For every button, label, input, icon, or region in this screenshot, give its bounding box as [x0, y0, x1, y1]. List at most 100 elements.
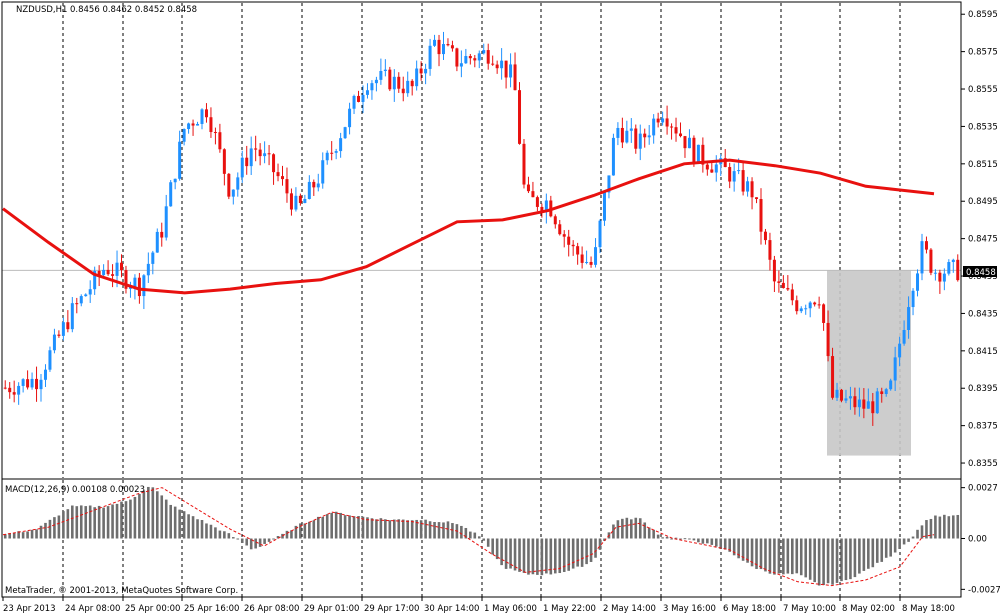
candle-down [437, 39, 441, 55]
candle-down [938, 272, 942, 282]
candle-up [415, 68, 419, 87]
macd-bar [3, 534, 7, 539]
macd-bar [21, 532, 25, 539]
time-tick-label: 23 Apr 2013 [3, 604, 56, 614]
candle-down [12, 392, 16, 395]
macd-bar [249, 538, 253, 550]
macd-bar [518, 538, 521, 572]
macd-bar [804, 538, 808, 578]
macd-bar [12, 533, 16, 539]
macd-bar [634, 517, 638, 539]
macd-bar [357, 516, 360, 539]
macd-bar [943, 514, 946, 539]
macd-bar [558, 538, 562, 574]
macd-bar [442, 522, 445, 539]
macd-bar [312, 520, 316, 539]
macd-bar [196, 519, 199, 539]
macd-bar [191, 516, 195, 539]
price-tick-label: 0.8515 [968, 160, 998, 170]
candle-up [93, 270, 97, 290]
candle-up [88, 289, 92, 295]
candle-up [500, 60, 504, 69]
current-price-label: 0.8458 [966, 268, 996, 278]
candle-up [907, 307, 911, 331]
candle-up [799, 308, 803, 312]
candle-down [929, 249, 933, 273]
macd-bar [714, 538, 718, 547]
time-tick-label: 30 Apr 14:00 [424, 604, 479, 614]
macd-bar [419, 520, 423, 539]
macd-bar [294, 525, 298, 539]
candle-down [567, 236, 571, 245]
macd-bar [352, 516, 356, 539]
candle-down [634, 128, 638, 149]
candle-down [562, 234, 566, 237]
candle-down [357, 95, 361, 102]
macd-bar [688, 538, 691, 540]
macd-bar [79, 505, 83, 539]
candle-up [866, 401, 870, 409]
macd-bar [706, 538, 709, 544]
candle-up [625, 130, 629, 143]
candle-up [17, 385, 21, 395]
macd-bar [486, 538, 490, 547]
candle-up [164, 206, 168, 238]
candle-down [795, 300, 799, 312]
macd-bar [956, 514, 960, 539]
candle-up [178, 141, 182, 179]
macd-bar [263, 538, 266, 544]
macd-bar [428, 521, 432, 539]
macd-bar [697, 538, 700, 543]
time-axis: 23 Apr 2013 24 Apr 08:00 25 Apr 00:00 25 Ap… [2, 597, 955, 614]
macd-bar [48, 519, 52, 539]
candle-down [486, 50, 490, 64]
macd-bar [361, 516, 365, 539]
candle-up [611, 137, 615, 176]
candle-up [361, 94, 365, 102]
macd-bar [375, 519, 378, 539]
macd-bar [339, 512, 342, 539]
candle-down [522, 143, 526, 185]
candle-up [43, 369, 47, 380]
candle-down [450, 45, 454, 49]
macd-bar [661, 537, 664, 539]
macd-bar [594, 538, 597, 558]
macd-bar [111, 504, 114, 539]
candle-up [142, 275, 146, 297]
macd-bar [410, 520, 414, 539]
candle-up [379, 70, 383, 80]
candle-down [285, 179, 289, 194]
candle-up [732, 171, 736, 182]
candle-up [889, 380, 893, 390]
price-tick-label: 0.8555 [968, 85, 998, 95]
macd-bar [822, 538, 825, 586]
macd-bar [155, 491, 159, 539]
macd-bar [759, 538, 763, 570]
candle-up [352, 95, 356, 109]
candle-up [848, 396, 852, 399]
candle-down [755, 197, 759, 200]
candle-down [750, 181, 754, 198]
candle-down [218, 132, 222, 150]
macd-bar [938, 516, 942, 539]
candle-up [249, 148, 253, 167]
macd-bar [831, 538, 834, 585]
macd-bar [929, 518, 933, 539]
macd-bar [867, 538, 870, 569]
macd-bar [120, 501, 123, 539]
candle-down [330, 152, 334, 154]
candle-up [365, 90, 369, 95]
macd-bar [835, 538, 839, 583]
candle-down [66, 322, 70, 330]
candle-down [571, 244, 575, 247]
macd-bar [723, 538, 727, 550]
price-tick-label: 0.8475 [968, 235, 998, 245]
candle-down [97, 270, 101, 276]
candle-up [898, 343, 902, 358]
candle-down [518, 90, 522, 144]
macd-bar [17, 531, 20, 539]
macd-bar [415, 519, 418, 539]
macd-bar [8, 533, 12, 539]
candle-down [728, 167, 732, 182]
